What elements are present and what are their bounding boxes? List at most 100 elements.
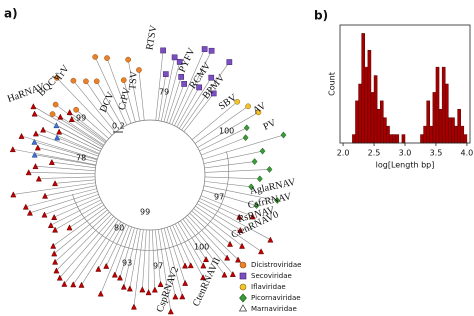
support-value: 80	[114, 224, 124, 233]
tip-marker	[172, 293, 179, 300]
branch	[191, 101, 238, 140]
tip-marker	[51, 213, 58, 220]
tip-marker	[125, 56, 131, 63]
branch	[73, 80, 116, 133]
legend-marker	[239, 272, 247, 280]
branch	[203, 185, 278, 201]
branch	[21, 135, 98, 160]
branch	[180, 220, 207, 260]
branch	[85, 81, 120, 130]
branch	[183, 93, 214, 132]
tip-marker	[61, 280, 68, 287]
tip-marker	[136, 67, 142, 73]
tip-marker	[267, 236, 274, 243]
legend-label: Dicistroviridae	[251, 261, 301, 269]
tip-marker	[103, 262, 110, 269]
branch	[201, 137, 246, 156]
bar	[379, 100, 384, 144]
tip-marker	[32, 163, 39, 170]
tip-marker	[251, 158, 258, 166]
branch	[203, 150, 263, 164]
tip-marker	[120, 77, 127, 83]
branch	[64, 218, 117, 285]
branch	[37, 147, 97, 163]
tip-marker	[70, 77, 77, 84]
support-value: 78	[76, 154, 86, 163]
branch	[34, 113, 102, 150]
tip-label: CspRNAV2	[155, 265, 182, 314]
branch	[177, 222, 204, 266]
branch	[204, 176, 260, 180]
tip-marker	[160, 47, 166, 54]
branch	[155, 50, 164, 121]
tip-marker	[9, 146, 16, 153]
support-value: 99	[140, 208, 150, 217]
bar	[432, 92, 437, 144]
bar	[420, 134, 424, 144]
support-value: 93	[122, 259, 132, 268]
bar	[395, 134, 400, 144]
branch	[176, 87, 200, 128]
bar	[457, 109, 461, 144]
tip-marker	[171, 54, 178, 61]
bar	[373, 75, 378, 144]
tip-marker	[22, 203, 29, 210]
tip-marker	[31, 138, 38, 145]
branch	[195, 205, 262, 252]
bar	[376, 109, 381, 144]
tip-marker	[227, 240, 234, 247]
branch	[187, 215, 228, 258]
bar	[383, 117, 387, 144]
tip-marker	[26, 209, 33, 216]
legend-label: Secoviridae	[251, 272, 292, 280]
branch	[158, 74, 167, 121]
branch	[166, 227, 186, 284]
branch	[196, 203, 241, 231]
branch	[127, 59, 141, 122]
branch	[123, 228, 138, 287]
branch	[142, 229, 147, 290]
tip-marker	[176, 59, 183, 65]
tip-label: HaRNAV	[6, 81, 47, 105]
histogram: 2.0 2.5 3.0 3.5 4.0 log[Length bp] Count	[328, 24, 473, 170]
branch	[29, 191, 98, 214]
branch	[199, 127, 247, 152]
tip-marker	[167, 308, 174, 315]
branch	[171, 48, 205, 125]
branch	[44, 194, 99, 215]
panel-label: b)	[314, 9, 328, 23]
tip-marker	[57, 113, 64, 120]
y-axis-label: Count	[328, 72, 337, 96]
bar	[355, 100, 359, 144]
branch	[59, 131, 101, 152]
tip-marker	[203, 256, 210, 263]
bar	[358, 83, 362, 144]
tip-label: PV	[262, 117, 279, 133]
tip-marker	[274, 197, 281, 204]
legend-label: Marnaviridae	[251, 305, 297, 313]
tip-marker	[196, 84, 202, 91]
legend-marker	[239, 293, 247, 303]
branch	[200, 195, 253, 217]
branch	[56, 137, 100, 155]
bar	[451, 117, 455, 144]
tree	[9, 46, 287, 315]
tip-marker	[243, 124, 250, 132]
support-value: 97	[153, 262, 163, 271]
tip-marker	[32, 130, 39, 137]
x-tick-label: 3.5	[430, 149, 443, 158]
branch	[163, 228, 183, 297]
branch	[33, 106, 103, 148]
tip-marker	[66, 109, 73, 116]
tip-marker	[42, 192, 49, 199]
tip-marker	[31, 151, 38, 158]
tip-marker	[70, 281, 77, 288]
tip-marker	[111, 271, 118, 278]
branch	[199, 198, 240, 218]
bar	[448, 117, 452, 144]
tip-marker	[92, 54, 99, 60]
tip-marker	[187, 262, 194, 269]
scale-label: 0.2	[112, 122, 125, 131]
tip-marker	[34, 144, 41, 151]
tip-marker	[52, 180, 59, 187]
